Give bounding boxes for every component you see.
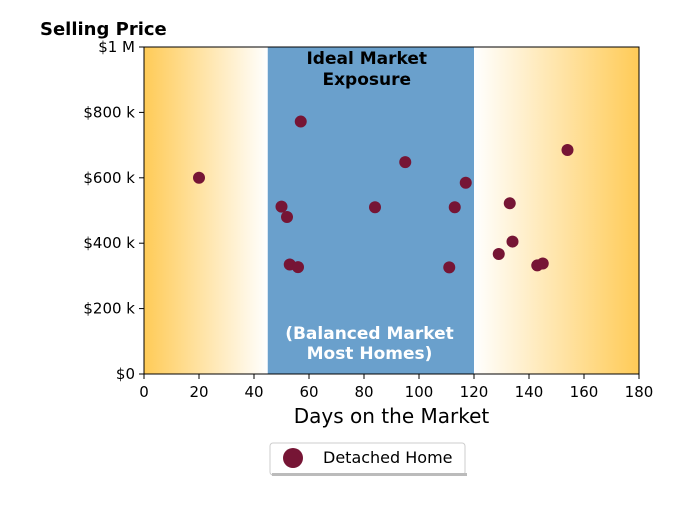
x-tick-label: 60: [299, 383, 318, 401]
data-point-15: [536, 257, 549, 270]
x-tick-label: 120: [460, 383, 489, 401]
data-point-4: [292, 261, 304, 274]
x-tick-label: 40: [244, 383, 263, 401]
y-tick-label: $400 k: [83, 234, 135, 252]
annotation-bottom-line-2: Most Homes): [307, 344, 433, 364]
annotation-balanced-market: (Balanced Market Most Homes): [285, 324, 454, 364]
data-point-0: [193, 171, 205, 184]
data-point-12: [503, 197, 516, 210]
data-point-2: [281, 211, 293, 224]
annotation-top-line-2: Exposure: [322, 70, 411, 90]
data-point-11: [492, 247, 505, 260]
legend-label: Detached Home: [323, 448, 453, 467]
region-2: [474, 47, 639, 374]
data-point-16: [561, 144, 574, 157]
legend: Detached Home: [269, 442, 467, 476]
data-point-13: [506, 235, 519, 248]
data-point-10: [459, 176, 472, 189]
data-point-7: [399, 156, 412, 169]
annotation-ideal-exposure: Ideal Market Exposure: [306, 49, 427, 90]
legend-marker: [283, 448, 303, 468]
x-tick-label: 180: [625, 383, 654, 401]
annotation-bottom-line-1: (Balanced Market: [285, 324, 454, 344]
x-tick-label: 0: [139, 383, 149, 401]
legend-shadow: [272, 473, 467, 476]
y-tick-label: $0: [116, 365, 135, 383]
y-axis-ticks: $0 $200 k $400 k $600 k $800 k $1 M: [83, 38, 144, 383]
data-point-5: [294, 115, 307, 128]
y-tick-label: $1 M: [98, 38, 135, 56]
y-tick-label: $600 k: [83, 169, 135, 187]
data-point-8: [443, 261, 456, 274]
y-tick-label: $800 k: [83, 103, 135, 121]
x-tick-label: 80: [354, 383, 373, 401]
data-point-1: [275, 200, 288, 213]
data-points: [193, 115, 574, 274]
chart-title: Selling Price: [40, 19, 167, 40]
region-0: [144, 47, 268, 374]
data-point-6: [369, 201, 381, 214]
x-tick-label: 20: [189, 383, 208, 401]
x-axis-ticks: 0 20 40 60 80 100 120 140 160 180: [139, 374, 653, 401]
x-tick-label: 140: [515, 383, 544, 401]
data-point-9: [448, 201, 461, 214]
annotation-top-line-1: Ideal Market: [306, 49, 427, 69]
x-axis-label: Days on the Market: [294, 404, 490, 428]
y-tick-label: $200 k: [83, 300, 135, 318]
plot-frame: [143, 46, 640, 375]
x-tick-label: 100: [405, 383, 434, 401]
x-tick-label: 160: [570, 383, 599, 401]
